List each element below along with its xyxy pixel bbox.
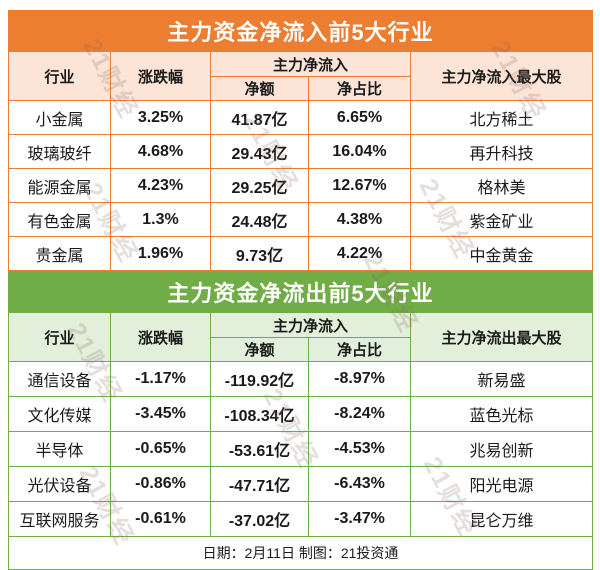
cell-net-ratio: 12.67% — [308, 168, 411, 203]
outflow-title: 主力资金净流出前5大行业 — [7, 271, 594, 313]
outflow-title-row: 主力资金净流出前5大行业 — [7, 271, 594, 313]
cell-net-amount: -37.02亿 — [210, 501, 309, 537]
cell-industry: 玻璃玻纤 — [8, 134, 111, 169]
table-row: 通信设备 -1.17% -119.92亿 -8.97% 新易盛 — [8, 361, 594, 397]
cell-top-stock: 中金黄金 — [409, 236, 594, 271]
col-header-industry: 行业 — [8, 51, 111, 101]
cell-industry: 能源金属 — [8, 168, 111, 203]
col-header-net-ratio: 净占比 — [308, 337, 411, 362]
col-header-top-stock: 主力净流入最大股 — [409, 51, 594, 101]
table-row: 能源金属 4.23% 29.25亿 12.67% 格林美 — [8, 168, 594, 203]
cell-net-ratio: -3.47% — [308, 501, 411, 537]
cell-change: -1.17% — [110, 361, 211, 397]
footer-credit: 日期：2月11日 制图：21投资通 — [7, 536, 594, 570]
cell-net-ratio: 4.38% — [308, 202, 411, 237]
cell-top-stock: 紫金矿业 — [409, 202, 594, 237]
cell-change: -0.65% — [110, 431, 211, 467]
outflow-table: 主力资金净流出前5大行业 行业 涨跌幅 主力净流入 主力净流出最大股 净额 净占… — [7, 271, 594, 570]
cell-industry: 有色金属 — [8, 202, 111, 237]
cell-net-amount: -108.34亿 — [210, 396, 309, 432]
table-row: 有色金属 1.3% 24.48亿 4.38% 紫金矿业 — [8, 202, 594, 237]
col-header-industry: 行业 — [8, 312, 111, 362]
cell-top-stock: 北方稀土 — [409, 100, 594, 135]
outflow-header-row-top: 行业 涨跌幅 主力净流入 主力净流出最大股 — [8, 312, 594, 362]
cell-change: 3.25% — [110, 100, 211, 135]
cell-top-stock: 再升科技 — [409, 134, 594, 169]
col-header-change: 涨跌幅 — [110, 312, 211, 362]
cell-net-ratio: -4.53% — [308, 431, 411, 467]
cell-top-stock: 兆易创新 — [409, 431, 594, 467]
table-sheet: 主力资金净流入前5大行业 行业 涨跌幅 主力净流入 主力净流入最大股 净额 净占… — [7, 10, 594, 570]
inflow-table: 主力资金净流入前5大行业 行业 涨跌幅 主力净流入 主力净流入最大股 净额 净占… — [7, 10, 594, 271]
cell-net-amount: 41.87亿 — [210, 100, 309, 135]
cell-top-stock: 昆仑万维 — [409, 501, 594, 537]
cell-industry: 互联网服务 — [8, 501, 111, 537]
cell-industry: 通信设备 — [8, 361, 111, 397]
col-header-net-ratio: 净占比 — [308, 76, 411, 101]
cell-net-amount: 9.73亿 — [210, 236, 309, 271]
cell-net-ratio: 16.04% — [308, 134, 411, 169]
cell-industry: 文化传媒 — [8, 396, 111, 432]
inflow-header-row-bottom: 净额 净占比 — [9, 76, 593, 101]
cell-net-amount: 24.48亿 — [210, 202, 309, 237]
cell-net-ratio: -8.24% — [308, 396, 411, 432]
cell-industry: 小金属 — [8, 100, 111, 135]
table-row: 贵金属 1.96% 9.73亿 4.22% 中金黄金 — [8, 236, 594, 271]
col-header-flow-group: 主力净流入 — [210, 51, 411, 77]
cell-net-amount: -119.92亿 — [210, 361, 309, 397]
cell-industry: 光伏设备 — [8, 466, 111, 502]
col-header-flow-group: 主力净流入 — [210, 312, 411, 338]
col-header-net-amount: 净额 — [210, 337, 309, 362]
cell-change: -3.45% — [110, 396, 211, 432]
table-row: 小金属 3.25% 41.87亿 6.65% 北方稀土 — [8, 100, 594, 135]
col-header-change: 涨跌幅 — [110, 51, 211, 101]
cell-change: -0.86% — [110, 466, 211, 502]
cell-industry: 贵金属 — [8, 236, 111, 271]
inflow-title: 主力资金净流入前5大行业 — [7, 10, 594, 52]
footer-row: 日期：2月11日 制图：21投资通 — [7, 536, 594, 570]
table-row: 半导体 -0.65% -53.61亿 -4.53% 兆易创新 — [8, 431, 594, 467]
cell-top-stock: 格林美 — [409, 168, 594, 203]
cell-net-amount: 29.25亿 — [210, 168, 309, 203]
table-row: 互联网服务 -0.61% -37.02亿 -3.47% 昆仑万维 — [8, 501, 594, 537]
cell-net-amount: -53.61亿 — [210, 431, 309, 467]
table-row: 文化传媒 -3.45% -108.34亿 -8.24% 蓝色光标 — [8, 396, 594, 432]
cell-change: 1.96% — [110, 236, 211, 271]
cell-net-amount: -47.71亿 — [210, 466, 309, 502]
cell-top-stock: 新易盛 — [409, 361, 594, 397]
col-header-net-amount: 净额 — [210, 76, 309, 101]
cell-net-ratio: 6.65% — [308, 100, 411, 135]
table-row: 玻璃玻纤 4.68% 29.43亿 16.04% 再升科技 — [8, 134, 594, 169]
cell-change: -0.61% — [110, 501, 211, 537]
cell-industry: 半导体 — [8, 431, 111, 467]
cell-change: 4.23% — [110, 168, 211, 203]
cell-net-ratio: -6.43% — [308, 466, 411, 502]
inflow-header-row-top: 行业 涨跌幅 主力净流入 主力净流入最大股 — [8, 51, 594, 101]
cell-change: 1.3% — [110, 202, 211, 237]
cell-top-stock: 阳光电源 — [409, 466, 594, 502]
table-row: 光伏设备 -0.86% -47.71亿 -6.43% 阳光电源 — [8, 466, 594, 502]
cell-net-amount: 29.43亿 — [210, 134, 309, 169]
inflow-title-row: 主力资金净流入前5大行业 — [7, 10, 594, 52]
cell-change: 4.68% — [110, 134, 211, 169]
cell-net-ratio: 4.22% — [308, 236, 411, 271]
cell-top-stock: 蓝色光标 — [409, 396, 594, 432]
cell-net-ratio: -8.97% — [308, 361, 411, 397]
col-header-top-stock: 主力净流出最大股 — [409, 312, 594, 362]
